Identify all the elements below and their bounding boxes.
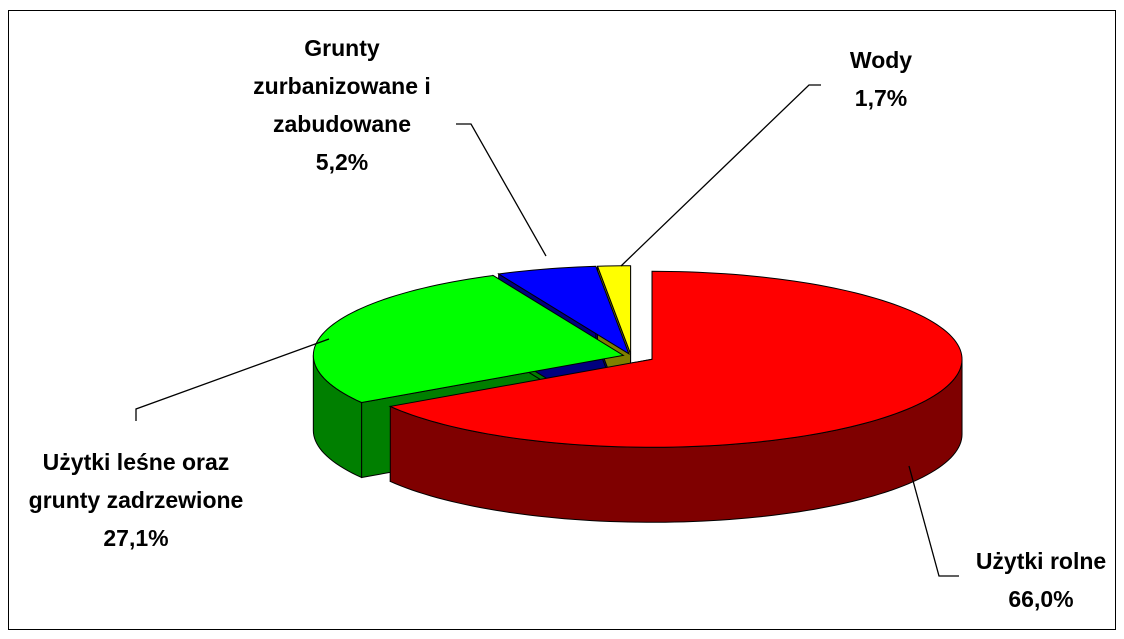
- slice-label: Grunty zurbanizowane i zabudowane 5,2%: [237, 29, 447, 181]
- slice-label: Użytki rolne 66,0%: [891, 542, 1115, 618]
- leader-line: [456, 123, 547, 257]
- leader-line: [620, 84, 821, 267]
- slice: [312, 274, 625, 404]
- value-label: 66,0%: [1008, 586, 1074, 612]
- slice: [388, 270, 963, 448]
- leader-line: [908, 465, 959, 577]
- category-label: Użytki rolne: [975, 548, 1107, 574]
- category-label: Wody: [849, 47, 913, 73]
- slice-label: Użytki leśne oraz grunty zadrzewione 27,…: [21, 443, 251, 557]
- value-label: 5,2%: [315, 149, 369, 175]
- slice: [596, 265, 632, 354]
- chart: [135, 84, 963, 577]
- slice: [497, 265, 630, 356]
- chart-frame: Użytki rolne 66,0% Użytki leśne oraz gru…: [8, 10, 1116, 630]
- category-label: Grunty zurbanizowane i zabudowane: [253, 35, 431, 137]
- value-label: 27,1%: [103, 525, 169, 551]
- leader-line: [135, 338, 330, 421]
- value-label: 1,7%: [854, 85, 908, 111]
- slice-label: Wody 1,7%: [821, 41, 941, 117]
- category-label: Użytki leśne oraz grunty zadrzewione: [28, 449, 244, 513]
